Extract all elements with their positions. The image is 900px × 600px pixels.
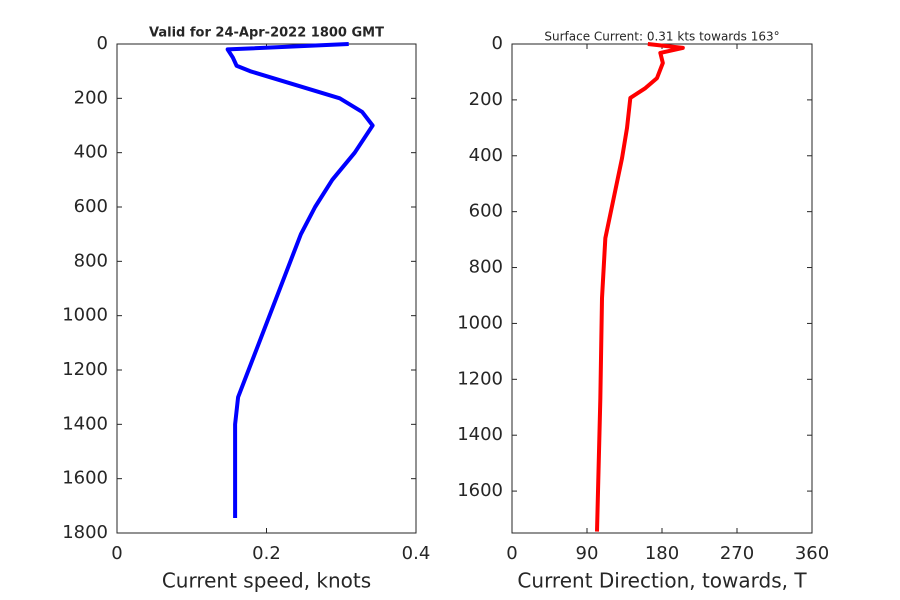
x-axis-label: Current speed, knots [162,569,371,593]
y-tick-label: 0 [97,33,108,54]
axes-box [116,43,417,534]
x-tick-label: 0.2 [252,543,281,564]
y-tick-label: 0 [492,33,503,54]
y-tick-label: 1000 [457,312,503,333]
x-tick-label: 180 [645,543,679,564]
x-axis-label: Current Direction, towards, T [517,569,807,593]
x-tick-label: 90 [576,543,599,564]
y-tick-label: 800 [469,257,503,278]
y-tick-label: 200 [74,87,108,108]
y-tick-label: 1000 [62,305,108,326]
y-tick-label: 1800 [62,522,108,543]
y-tick-label: 1400 [457,424,503,445]
x-tick-label: 0 [506,543,517,564]
y-tick-label: 1400 [62,413,108,434]
x-tick-label: 360 [795,543,829,564]
y-tick-label: 600 [469,201,503,222]
y-tick-label: 400 [469,145,503,166]
y-tick-label: 400 [74,142,108,163]
x-tick-label: 270 [720,543,754,564]
y-tick-label: 1200 [62,359,108,380]
data-line [225,42,375,519]
axes-box [511,43,813,534]
y-tick-label: 1600 [62,468,108,489]
y-tick-label: 200 [469,89,503,110]
chart-title: Surface Current: 0.31 kts towards 163° [544,30,779,44]
chart-title: Valid for 24-Apr-2022 1800 GMT [149,26,384,41]
y-tick-label: 1600 [457,480,503,501]
y-tick-label: 800 [74,250,108,271]
y-tick-label: 600 [74,196,108,217]
x-tick-label: 0.4 [402,543,431,564]
y-tick-label: 1200 [457,368,503,389]
data-line [595,42,685,532]
x-tick-label: 0 [111,543,122,564]
